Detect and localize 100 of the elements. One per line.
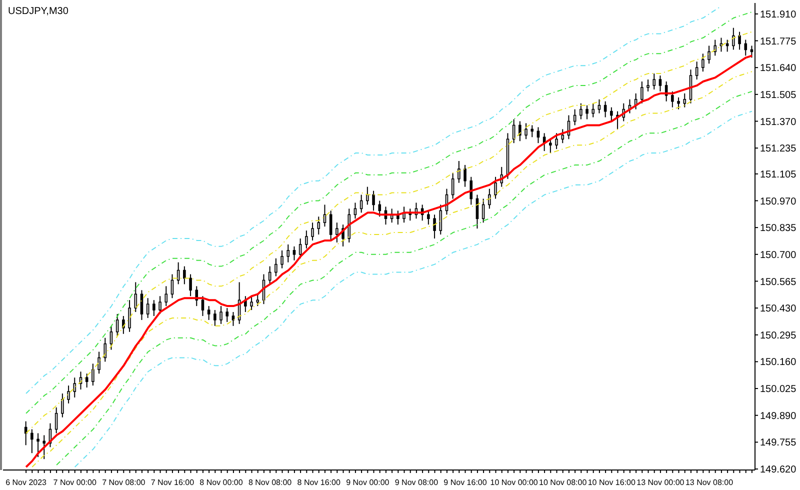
- candlestick: [286, 244, 290, 263]
- candlestick: [152, 300, 156, 316]
- candlestick: [427, 210, 430, 226]
- candlestick: [561, 128, 564, 144]
- candlestick: [549, 138, 552, 154]
- candlestick: [695, 61, 698, 80]
- candlestick: [494, 176, 497, 200]
- candlestick: [30, 428, 34, 454]
- x-tick-label: 13 Nov 00:00: [636, 478, 685, 487]
- candlestick: [658, 75, 662, 92]
- candlestick: [54, 406, 58, 434]
- y-tick-label: 150.700: [760, 250, 797, 261]
- y-tick-label: 151.235: [760, 144, 797, 155]
- candlestick: [451, 172, 454, 200]
- candlestick: [146, 298, 150, 318]
- candlestick: [207, 306, 210, 320]
- y-tick-label: 150.160: [760, 357, 797, 368]
- candlestick: [482, 198, 485, 224]
- y-tick-label: 150.025: [760, 384, 797, 396]
- candlestick: [329, 210, 332, 241]
- candlestick: [439, 204, 442, 236]
- candlestick: [158, 296, 162, 314]
- candlestick: [677, 96, 680, 110]
- x-tick-label: 7 Nov 16:00: [150, 478, 195, 487]
- candlestick: [555, 132, 558, 150]
- candlestick: [98, 351, 100, 374]
- candlestick: [714, 39, 717, 56]
- candlestick: [708, 45, 710, 64]
- candlestick: [85, 373, 88, 388]
- candlestick: [128, 300, 131, 332]
- candlestick: [671, 90, 674, 108]
- x-tick-label: 10 Nov 08:00: [539, 478, 588, 487]
- candlestick: [134, 282, 138, 313]
- candlestick: [702, 53, 704, 72]
- y-tick-label: 150.970: [760, 196, 797, 208]
- candlestick: [378, 200, 382, 218]
- x-tick-label: 9 Nov 16:00: [444, 478, 488, 487]
- candlestick: [73, 377, 76, 398]
- candlestick: [586, 104, 588, 120]
- candlestick: [274, 258, 278, 277]
- candlestick: [170, 274, 174, 299]
- x-tick-label: 8 Nov 00:00: [200, 478, 244, 487]
- candlestick: [317, 216, 320, 236]
- candlestick: [488, 188, 491, 210]
- x-tick-label: 9 Nov 00:00: [346, 478, 390, 487]
- x-tick-label: 8 Nov 08:00: [248, 478, 292, 487]
- candlestick: [140, 290, 144, 320]
- candlestick: [292, 246, 296, 261]
- candlestick: [226, 308, 229, 322]
- candlestick: [36, 432, 40, 458]
- x-tick-label: 9 Nov 08:00: [394, 478, 439, 487]
- candlestick: [646, 79, 650, 92]
- x-tick-label: 7 Nov 08:00: [102, 478, 146, 487]
- candlestick: [256, 294, 260, 307]
- y-tick-label: 149.890: [760, 410, 797, 422]
- candlestick: [164, 286, 168, 307]
- y-tick-label: 150.565: [760, 276, 797, 288]
- candlestick: [470, 176, 473, 206]
- candlestick: [738, 31, 741, 50]
- candlestick: [372, 190, 375, 212]
- chart-title: USDJPY,M30: [8, 6, 68, 17]
- candlestick: [580, 102, 582, 120]
- y-tick-label: 149.620: [760, 464, 797, 476]
- y-tick-label: 149.755: [760, 438, 797, 449]
- x-tick-label: 6 Nov 2023: [6, 478, 48, 487]
- candlestick: [220, 306, 222, 324]
- candlestick: [189, 274, 192, 297]
- candlestick: [92, 363, 94, 386]
- candlestick: [305, 230, 308, 249]
- candlestick: [311, 222, 314, 241]
- candlestick: [104, 337, 107, 362]
- candlestick: [323, 204, 326, 228]
- x-tick-label: 8 Nov 16:00: [297, 478, 341, 487]
- candlestick: [530, 124, 534, 138]
- y-tick-label: 151.370: [760, 116, 797, 128]
- candlestick: [433, 214, 436, 239]
- y-tick-label: 151.910: [760, 9, 797, 20]
- candlestick: [348, 208, 351, 243]
- candlestick: [201, 296, 204, 316]
- candlestick: [683, 92, 686, 108]
- x-tick-label: 7 Nov 00:00: [53, 478, 97, 487]
- candlestick: [42, 434, 46, 460]
- y-tick-label: 150.295: [760, 330, 797, 342]
- x-tick-label: 10 Nov 16:00: [588, 478, 636, 487]
- candlestick: [592, 102, 595, 118]
- candlestick: [214, 310, 216, 326]
- candlestick: [122, 315, 125, 334]
- candlestick: [458, 160, 460, 184]
- candlestick: [464, 164, 466, 188]
- y-tick-label: 151.775: [760, 36, 797, 48]
- y-tick-label: 150.835: [760, 223, 797, 234]
- candlestick: [183, 266, 186, 285]
- y-tick-label: 151.105: [760, 169, 797, 180]
- candlestick: [732, 27, 735, 50]
- candlestick: [744, 39, 748, 56]
- candlestick: [336, 222, 338, 243]
- candlestick: [298, 238, 302, 259]
- candlestick: [250, 296, 253, 311]
- y-tick-label: 151.640: [760, 63, 797, 74]
- candlestick: [67, 385, 70, 404]
